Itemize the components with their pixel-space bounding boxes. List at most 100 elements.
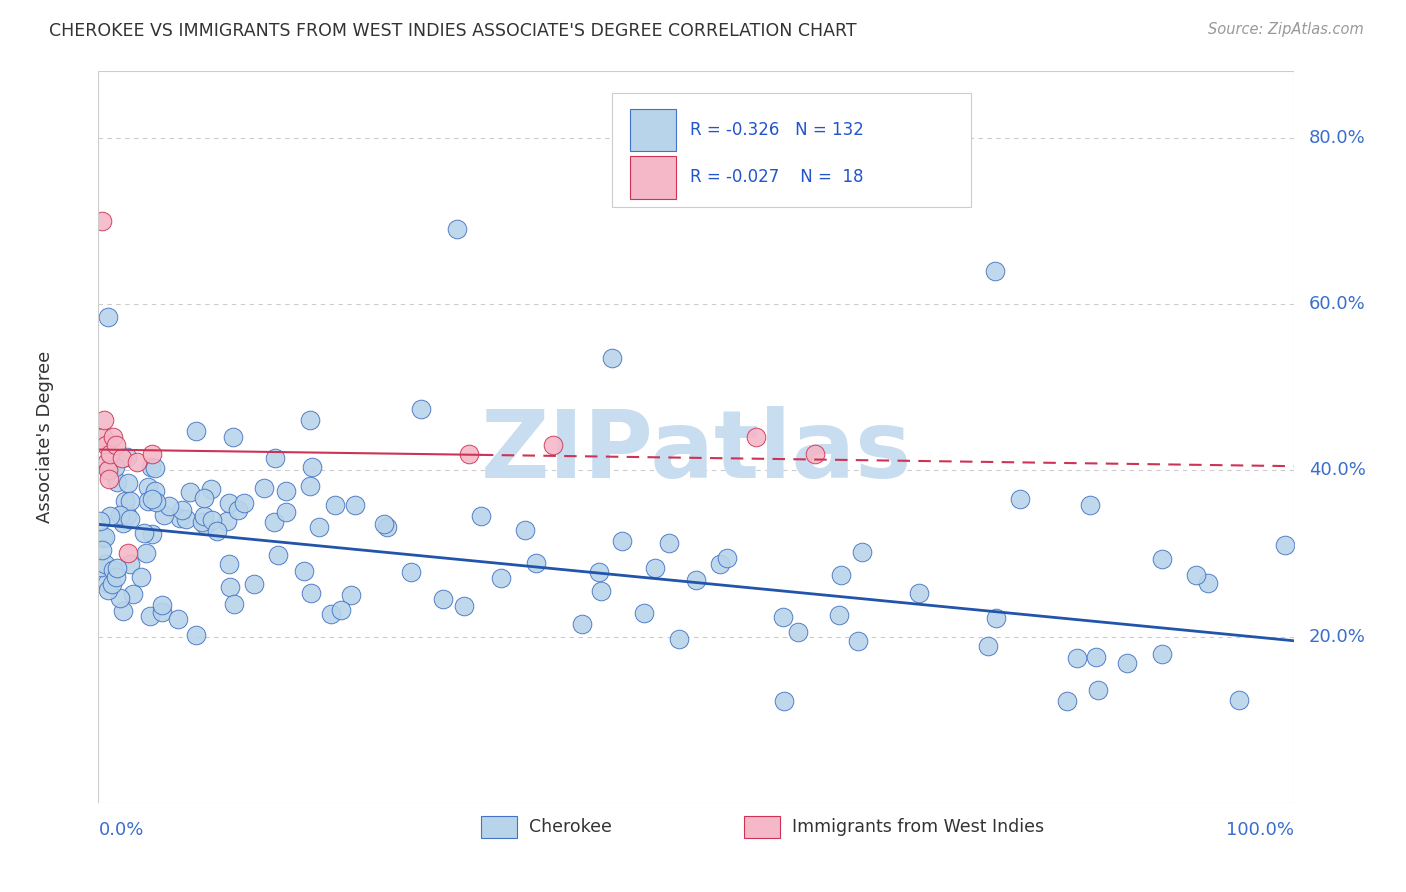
Point — [93, 413, 115, 427]
Text: 80.0%: 80.0% — [1309, 128, 1365, 147]
Point — [143, 461, 166, 475]
Point — [90, 560, 112, 574]
Point — [105, 570, 128, 584]
FancyBboxPatch shape — [481, 816, 517, 838]
Point — [136, 480, 159, 494]
Point — [489, 571, 512, 585]
Point — [191, 515, 214, 529]
FancyBboxPatch shape — [630, 109, 676, 151]
Point — [343, 499, 366, 513]
Point — [233, 496, 256, 510]
Point — [143, 484, 166, 499]
Point — [174, 512, 197, 526]
Point — [101, 563, 124, 577]
Point — [167, 612, 190, 626]
Point — [224, 598, 246, 612]
Point — [308, 520, 330, 534]
Point — [97, 310, 120, 325]
Point — [105, 438, 128, 452]
Point — [446, 222, 468, 236]
Point — [98, 509, 121, 524]
Point — [150, 605, 173, 619]
Text: R = -0.326   N = 132: R = -0.326 N = 132 — [690, 121, 863, 139]
Point — [105, 475, 128, 489]
Point — [274, 505, 297, 519]
Point — [1116, 656, 1139, 670]
Point — [401, 565, 423, 579]
Text: 60.0%: 60.0% — [1309, 295, 1365, 313]
Point — [524, 557, 547, 571]
Point — [120, 512, 142, 526]
Point — [98, 472, 121, 486]
Point — [169, 511, 191, 525]
Text: Cherokee: Cherokee — [529, 818, 612, 836]
Point — [772, 609, 794, 624]
Point — [221, 429, 243, 443]
Point — [745, 430, 768, 444]
Point — [121, 587, 143, 601]
Point — [633, 606, 655, 620]
Point — [184, 628, 207, 642]
Point — [139, 459, 162, 474]
Point — [340, 588, 363, 602]
Point — [100, 576, 122, 591]
Point — [1185, 568, 1208, 582]
Point — [375, 520, 398, 534]
Point — [513, 524, 536, 538]
Point — [111, 516, 134, 530]
Point — [98, 447, 122, 461]
Point — [644, 561, 666, 575]
Point — [96, 455, 118, 469]
FancyBboxPatch shape — [744, 816, 780, 838]
Point — [243, 576, 266, 591]
Point — [136, 494, 159, 508]
Point — [668, 632, 690, 646]
Point — [114, 494, 136, 508]
Text: 100.0%: 100.0% — [1226, 821, 1294, 839]
Text: Source: ZipAtlas.com: Source: ZipAtlas.com — [1208, 22, 1364, 37]
Point — [1084, 649, 1107, 664]
Point — [141, 526, 163, 541]
Point — [94, 530, 117, 544]
Point — [329, 603, 352, 617]
Point — [266, 548, 288, 562]
Point — [787, 624, 810, 639]
Point — [104, 460, 127, 475]
Point — [218, 496, 240, 510]
FancyBboxPatch shape — [613, 94, 972, 207]
Point — [1152, 552, 1174, 566]
Text: CHEROKEE VS IMMIGRANTS FROM WEST INDIES ASSOCIATE'S DEGREE CORRELATION CHART: CHEROKEE VS IMMIGRANTS FROM WEST INDIES … — [49, 22, 856, 40]
Point — [325, 498, 347, 512]
Point — [264, 450, 287, 465]
Text: 20.0%: 20.0% — [1309, 628, 1367, 646]
Point — [200, 482, 222, 496]
Point — [908, 585, 931, 599]
Point — [135, 546, 157, 560]
Point — [97, 463, 120, 477]
Point — [830, 567, 852, 582]
Point — [804, 447, 827, 461]
Point — [319, 607, 342, 622]
Point — [612, 534, 634, 549]
Text: ZIPatlas: ZIPatlas — [481, 406, 911, 498]
Point — [98, 461, 121, 475]
Point — [131, 569, 153, 583]
Point — [91, 543, 114, 558]
Point — [141, 447, 163, 461]
Point — [108, 591, 131, 605]
Point — [1066, 651, 1088, 665]
Point — [301, 459, 323, 474]
Point — [228, 503, 250, 517]
Point — [205, 524, 228, 539]
Point — [716, 551, 738, 566]
Point — [292, 564, 315, 578]
Point — [470, 508, 492, 523]
Point — [453, 599, 475, 614]
Point — [111, 603, 134, 617]
Point — [170, 503, 193, 517]
Point — [186, 425, 208, 439]
Point — [179, 485, 201, 500]
Text: Associate's Degree: Associate's Degree — [35, 351, 53, 524]
Point — [432, 591, 454, 606]
Text: Immigrants from West Indies: Immigrants from West Indies — [792, 818, 1043, 836]
